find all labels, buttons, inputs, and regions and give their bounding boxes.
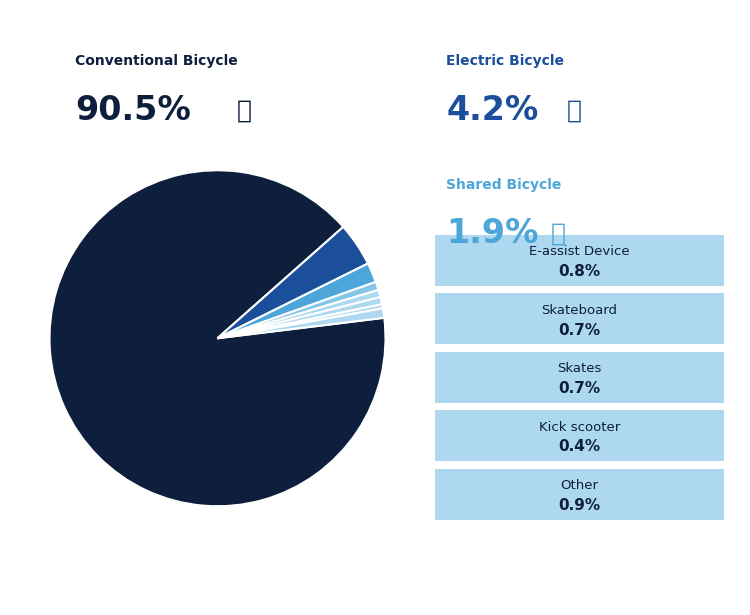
Wedge shape [217,263,376,338]
Text: 0.4%: 0.4% [558,440,601,454]
Wedge shape [50,170,386,506]
Text: Shared Bicycle: Shared Bicycle [446,178,562,191]
Text: 0.7%: 0.7% [558,381,601,396]
Wedge shape [217,304,382,338]
Wedge shape [217,282,379,338]
Text: 🚲: 🚲 [236,98,251,123]
Text: 0.7%: 0.7% [558,323,601,338]
Text: 🚲: 🚲 [551,221,566,246]
Wedge shape [217,308,384,338]
Wedge shape [217,290,380,338]
Wedge shape [217,227,368,338]
Text: Skateboard: Skateboard [542,304,617,317]
Text: 🚲: 🚲 [566,98,581,123]
Text: 1.9%: 1.9% [446,217,538,250]
Text: 90.5%: 90.5% [75,94,190,127]
Text: Electric Bicycle: Electric Bicycle [446,55,564,68]
Text: 0.8%: 0.8% [558,264,601,279]
Text: Other: Other [560,479,598,492]
Text: 0.9%: 0.9% [558,498,601,513]
Text: Skates: Skates [557,362,602,375]
Text: E-assist Device: E-assist Device [529,245,630,258]
Text: 4.2%: 4.2% [446,94,538,127]
Text: Conventional Bicycle: Conventional Bicycle [75,55,238,68]
Text: Kick scooter: Kick scooter [538,421,620,434]
Wedge shape [217,297,382,338]
